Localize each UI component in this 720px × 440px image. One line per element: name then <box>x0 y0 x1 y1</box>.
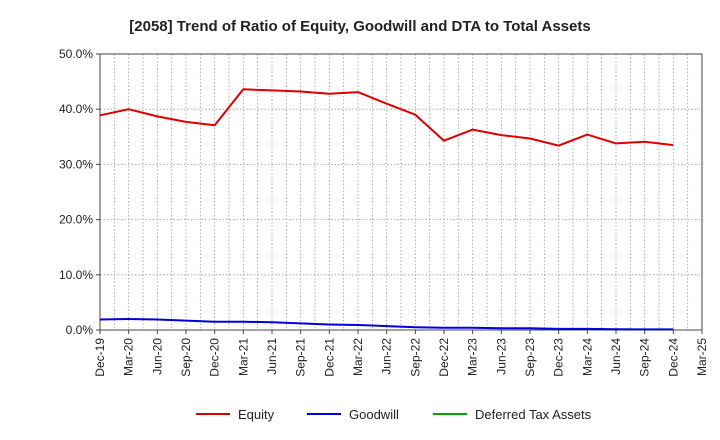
x-axis: Dec-19 Mar-20 Jun-20 Sep-20 Dec-20 Mar-21 Jun-… <box>93 330 709 377</box>
x-tick-label: Jun-23 <box>494 338 508 375</box>
legend-label: Deferred Tax Assets <box>475 407 592 422</box>
x-tick-label: Mar-22 <box>351 338 365 376</box>
y-axis: 0.0% 10.0% 20.0% 30.0% 40.0% 50.0% <box>59 47 100 337</box>
x-tick-label: Mar-20 <box>122 338 136 376</box>
grid <box>100 54 702 330</box>
plot-area <box>99 53 703 331</box>
y-tick-label: 50.0% <box>59 47 93 61</box>
x-tick-label: Dec-23 <box>552 338 566 377</box>
y-tick-label: 20.0% <box>59 213 93 227</box>
x-tick-label: Jun-22 <box>380 338 394 375</box>
x-tick-label: Sep-21 <box>294 338 308 377</box>
x-tick-label: Dec-24 <box>666 338 680 377</box>
x-tick-label: Mar-25 <box>695 338 709 376</box>
x-tick-label: Dec-22 <box>437 338 451 377</box>
x-tick-label: Jun-20 <box>150 338 164 375</box>
y-tick-label: 10.0% <box>59 268 93 282</box>
legend-label: Equity <box>238 407 275 422</box>
y-tick-label: 0.0% <box>66 323 94 337</box>
x-tick-label: Sep-23 <box>523 338 537 377</box>
y-tick-label: 40.0% <box>59 102 93 116</box>
x-tick-label: Jun-24 <box>609 338 623 375</box>
x-tick-label: Jun-21 <box>265 338 279 375</box>
legend: Equity Goodwill Deferred Tax Assets <box>196 407 592 422</box>
x-tick-label: Dec-20 <box>208 338 222 377</box>
series-lines <box>99 88 674 331</box>
x-tick-label: Mar-24 <box>580 338 594 376</box>
series-line-equity <box>99 88 674 147</box>
x-tick-label: Dec-21 <box>322 338 336 377</box>
x-tick-label: Dec-19 <box>93 338 107 377</box>
x-tick-label: Mar-23 <box>466 338 480 376</box>
x-tick-label: Mar-21 <box>236 338 250 376</box>
x-tick-label: Sep-22 <box>408 338 422 377</box>
chart-title: [2058] Trend of Ratio of Equity, Goodwil… <box>129 18 590 35</box>
x-tick-label: Sep-24 <box>638 338 652 377</box>
y-tick-label: 30.0% <box>59 157 93 171</box>
legend-label: Goodwill <box>349 407 399 422</box>
series-line-goodwill <box>99 318 674 331</box>
x-tick-label: Sep-20 <box>179 338 193 377</box>
